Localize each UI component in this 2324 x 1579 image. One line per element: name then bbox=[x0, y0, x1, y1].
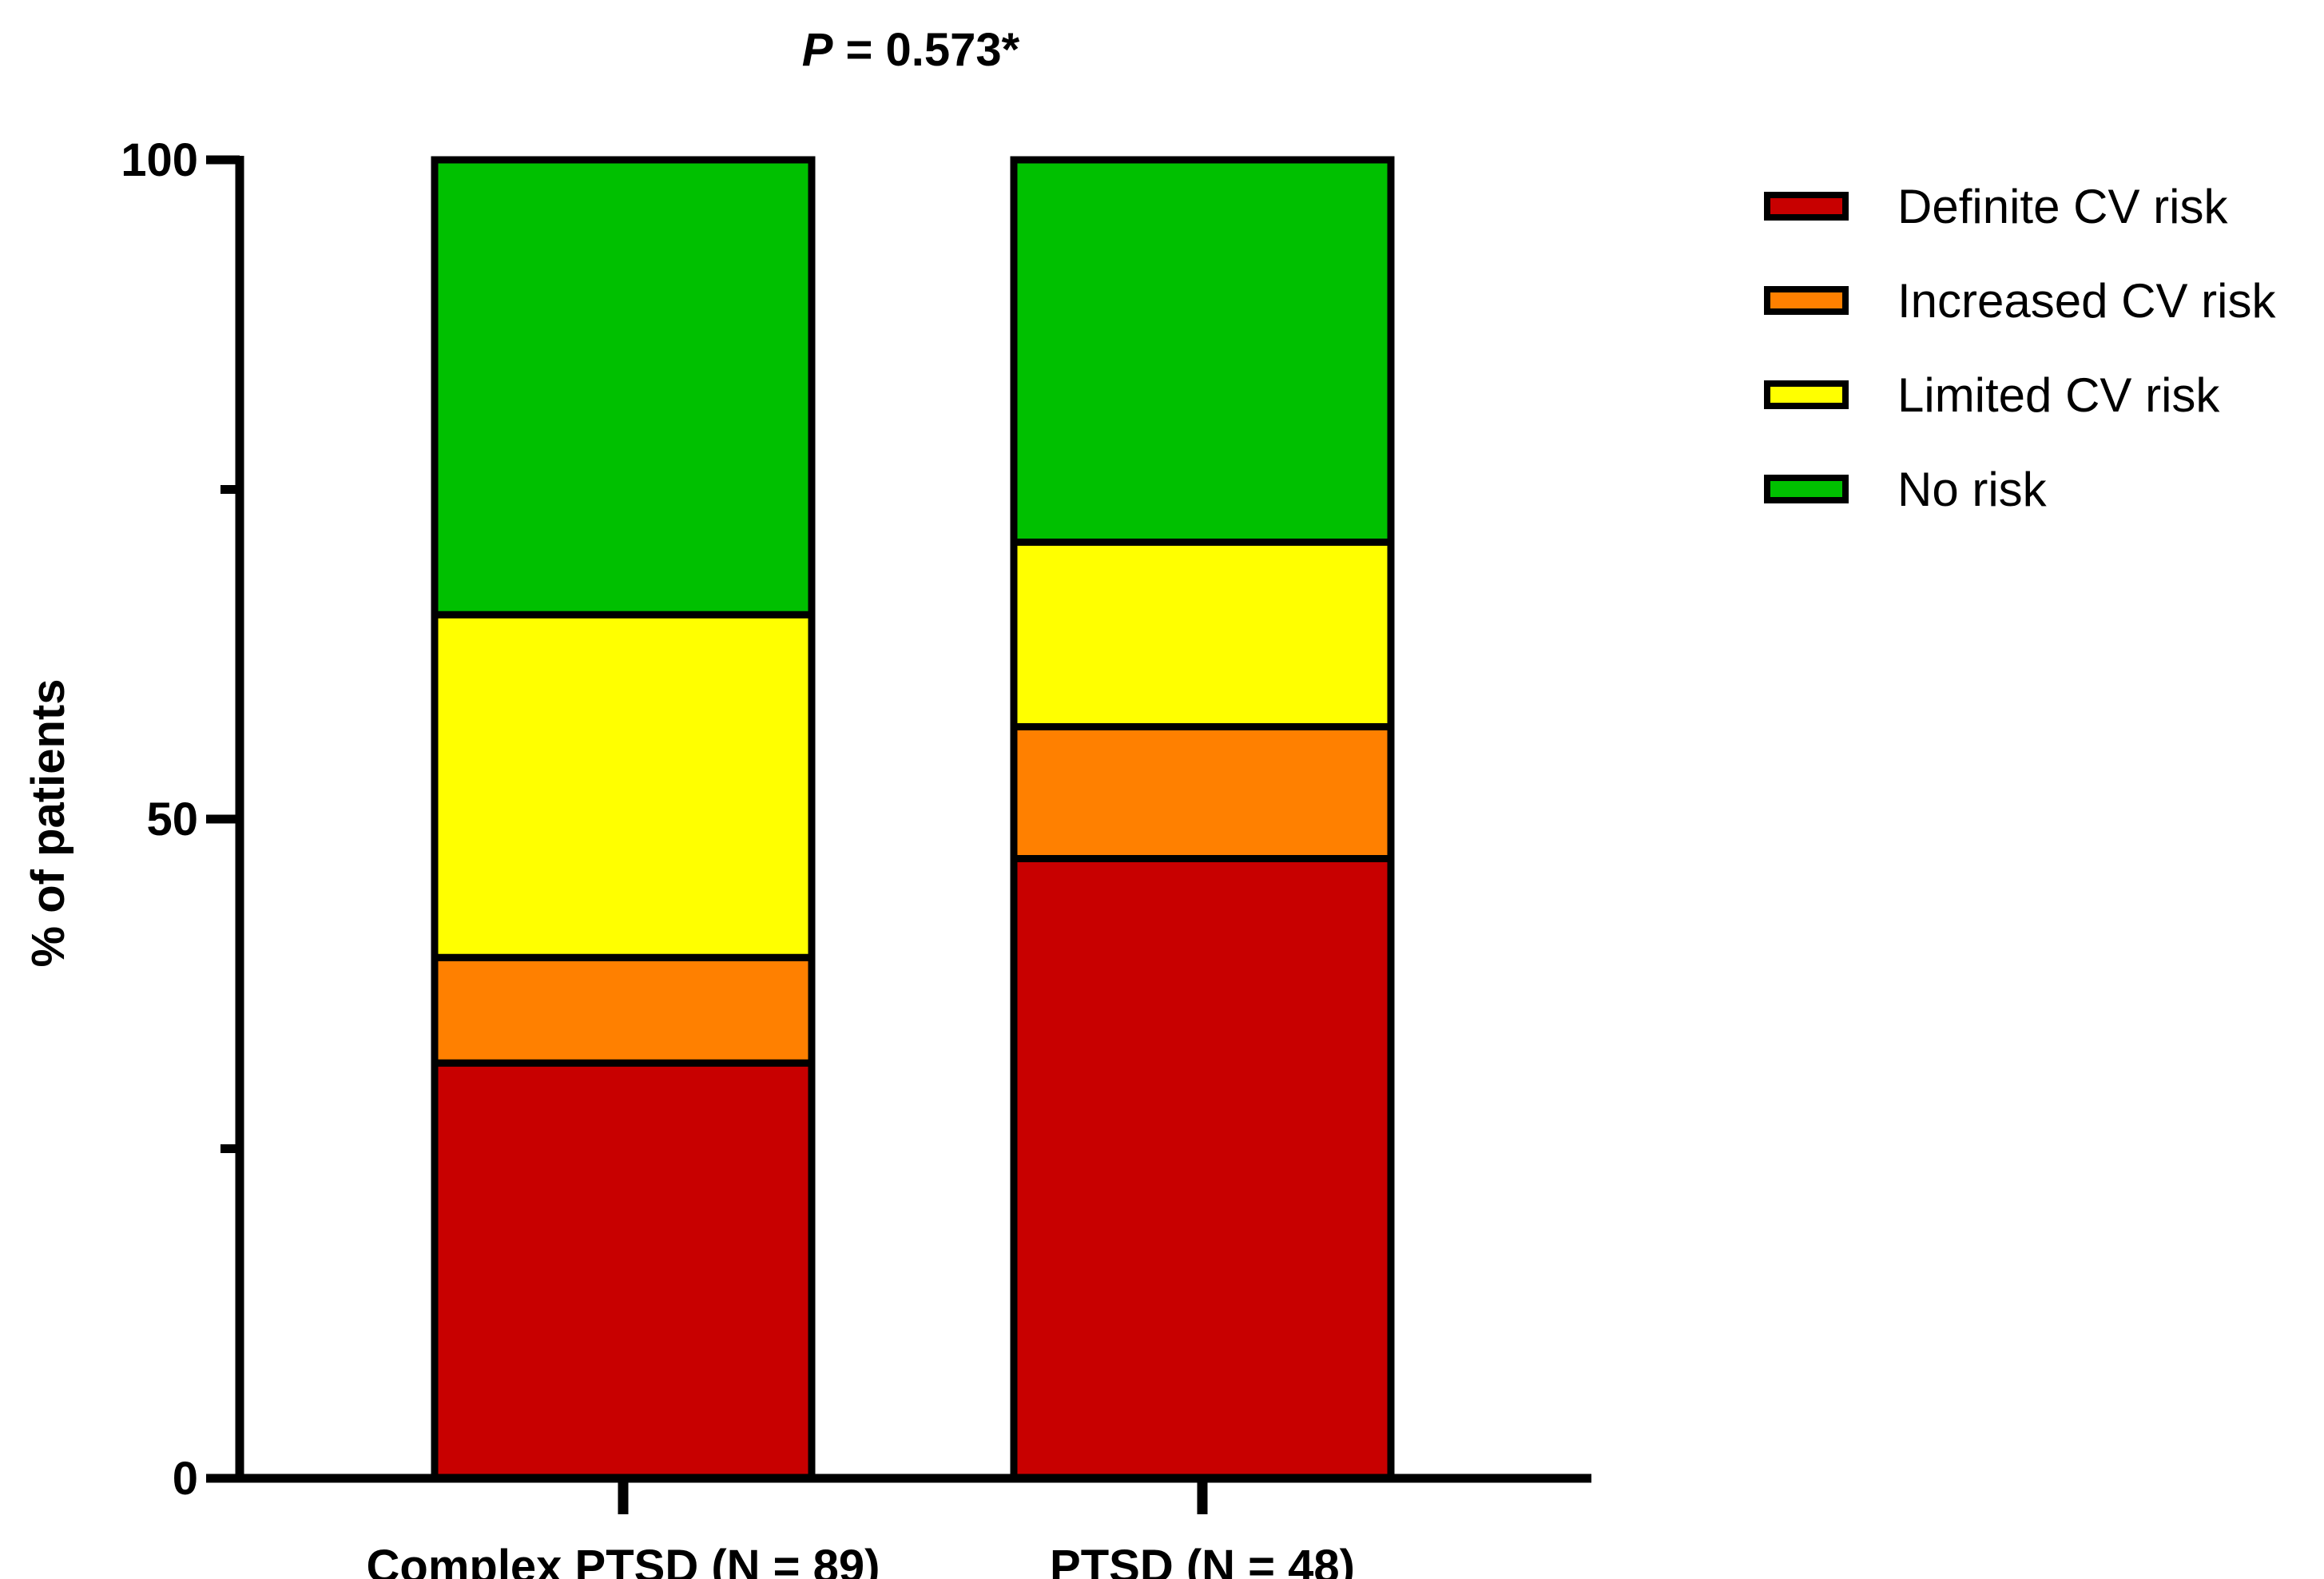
legend-label: Increased CV risk bbox=[1897, 274, 2276, 328]
legend-label: Limited CV risk bbox=[1897, 368, 2220, 422]
x-category-label: Complex PTSD (N = 89) bbox=[367, 1541, 880, 1579]
x-category-label: PTSD (N = 48) bbox=[1050, 1541, 1355, 1579]
chart-title-rest: = 0.573* bbox=[832, 24, 1019, 76]
chart-title-italic: P bbox=[802, 24, 833, 76]
legend-label: Definite CV risk bbox=[1897, 180, 2228, 233]
legend-label: No risk bbox=[1897, 463, 2048, 516]
legend-swatch bbox=[1764, 192, 1849, 221]
bar-segment bbox=[1010, 156, 1395, 546]
bar-segment bbox=[431, 953, 816, 1067]
bar-segment bbox=[431, 156, 816, 618]
y-tick-label: 100 bbox=[121, 134, 198, 186]
y-tick-label: 0 bbox=[173, 1453, 198, 1505]
y-tick-label: 50 bbox=[146, 793, 198, 845]
bar-segment bbox=[1010, 855, 1395, 1482]
bar-segment bbox=[431, 1059, 816, 1482]
bars-layer bbox=[431, 156, 1395, 1482]
chart-title: P = 0.573* bbox=[802, 24, 1020, 76]
bar-segment bbox=[1010, 723, 1395, 862]
axes-layer: 0 50 100 Complex PTSD (N = 89) PTSD (N = 48) bbox=[121, 134, 1591, 1579]
bar-segment bbox=[431, 611, 816, 961]
y-axis-label: % of patients bbox=[22, 679, 74, 968]
legend-swatch bbox=[1764, 475, 1849, 503]
legend-swatch bbox=[1764, 380, 1849, 409]
bar-segment bbox=[1010, 539, 1395, 730]
legend-swatch bbox=[1764, 286, 1849, 315]
legend: Definite CV risk Increased CV risk Limited… bbox=[1764, 180, 2276, 516]
